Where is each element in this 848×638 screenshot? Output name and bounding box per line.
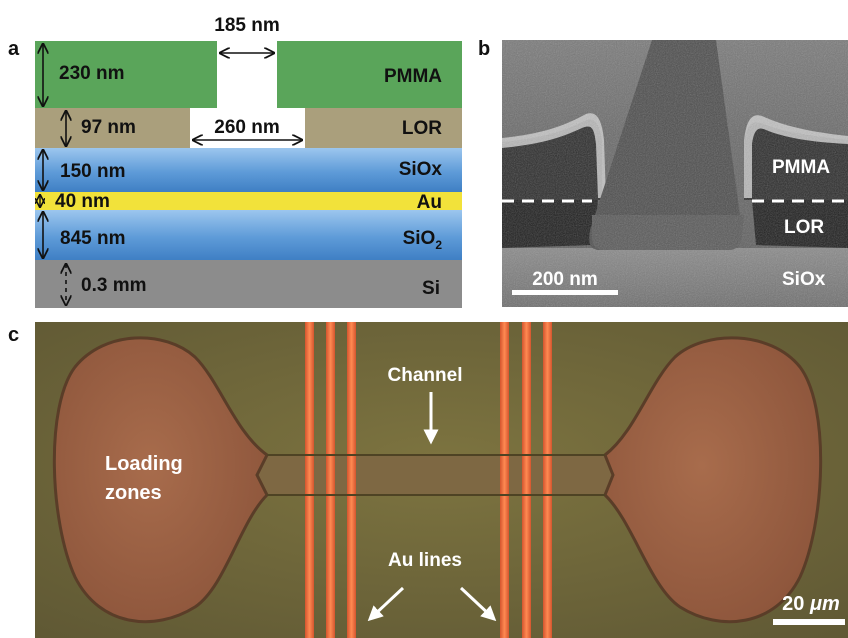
si-layer [35,260,462,308]
gap-260-label: 260 nm [214,117,279,138]
panel-c-label: c [8,324,20,346]
au-lines-label: Au lines [388,550,462,571]
pmma-layer-label: PMMA [384,66,442,87]
gap-185-label: 185 nm [214,15,279,36]
layer-stack-diagram: 185 nm 230 nm 97 nm 260 nm 150 nm 40 nm … [35,15,462,308]
pmma-layer-left [35,41,217,108]
lor-thickness-label: 97 nm [81,117,136,138]
si-layer-label: Si [422,278,440,299]
loading-zones-label-line2: zones [105,482,162,504]
sio2-subscript: 2 [435,238,442,252]
sem-pmma-label: PMMA [772,157,830,178]
pmma-thickness-label: 230 nm [59,63,124,84]
si-thickness-label: 0.3 mm [81,275,146,296]
micrograph-scalebar-label: 20 μm [782,593,840,615]
loading-zones-label-line1: Loading [105,453,183,475]
sem-noise [502,40,848,307]
loading-zone-left [52,336,269,624]
au-line-6 [543,322,552,638]
panel-b-label: b [478,38,491,60]
sem-cross-section-image: PMMA LOR SiOx 200 nm [502,40,848,307]
channel-label: Channel [388,365,463,386]
loading-zone-right [603,336,823,624]
au-layer [35,192,462,210]
au-layer-label: Au [417,192,442,213]
au-line-1 [305,322,314,638]
au-line-3 [347,322,356,638]
scalebar-unit: μm [809,593,840,615]
au-line-4 [500,322,509,638]
lor-layer-label: LOR [402,118,442,139]
siox-thickness-label: 150 nm [60,161,125,182]
siox-layer [35,148,462,192]
au-line-2 [326,322,335,638]
scalebar-number: 20 [782,593,810,615]
au-lines-arrow-right [459,586,497,622]
optical-micrograph: Channel Loading zones Au lines 20 μm [35,322,848,638]
sio2-layer [35,210,462,260]
micrograph-scalebar [773,619,845,625]
lor-layer-right [305,108,462,148]
sio2-thickness-label: 845 nm [60,228,125,249]
sio2-base-text: SiO [403,228,436,249]
sem-scalebar-label: 200 nm [532,269,597,290]
sem-siox-label: SiOx [782,269,826,290]
sem-scalebar [512,290,618,295]
au-line-5 [522,322,531,638]
sem-lor-label: LOR [784,217,824,238]
au-lines-arrow-left [367,586,405,622]
siox-layer-label: SiOx [399,159,443,180]
au-thickness-label: 40 nm [55,191,110,212]
sio2-layer-label: SiO2 [403,228,443,252]
panel-a-label: a [8,38,20,60]
pmma-layer-right [277,41,462,108]
